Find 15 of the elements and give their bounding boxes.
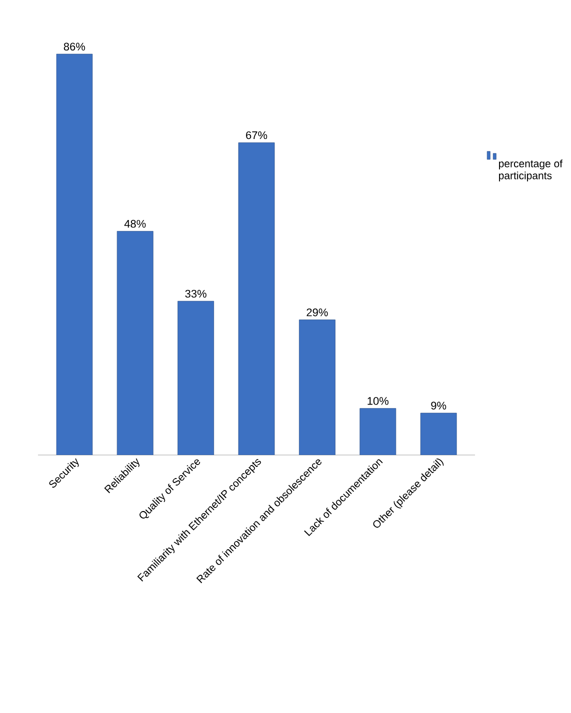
data-label: 67% (246, 131, 268, 140)
data-label: 29% (306, 308, 328, 316)
data-label: 33% (185, 290, 206, 298)
bar (298, 320, 336, 455)
legend-label: percentage of participants (499, 160, 563, 182)
bar (360, 408, 396, 455)
bar (116, 231, 154, 455)
bar (56, 54, 93, 455)
bar (178, 300, 214, 455)
data-label: 86% (64, 42, 86, 51)
bar (420, 412, 457, 455)
data-label: 48% (124, 220, 146, 228)
bar (238, 142, 275, 455)
data-label: 10% (368, 397, 388, 405)
data-label: 9% (431, 402, 446, 410)
